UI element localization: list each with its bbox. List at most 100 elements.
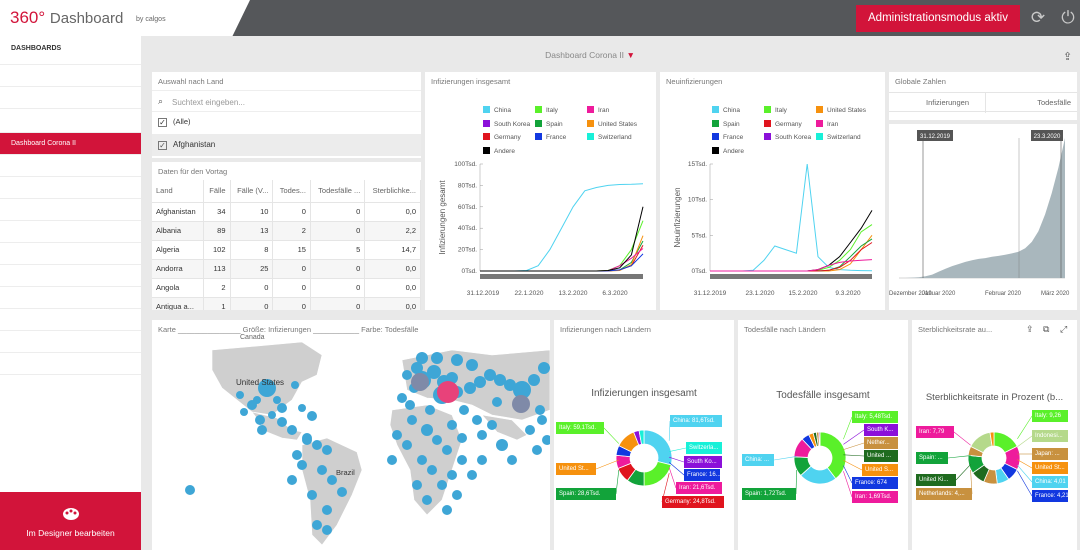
map-bubble-iran[interactable] [512,395,530,413]
map-bubble-italy[interactable] [437,381,459,403]
map-bubble[interactable] [257,425,267,435]
filter-icon[interactable]: ▼ [626,50,635,60]
series-line-united-states[interactable] [710,234,873,272]
map-bubble[interactable] [492,397,502,407]
table-row[interactable]: Andorra 113 25 0 0 0,0 [152,259,421,279]
sidebar-item[interactable] [0,108,141,130]
map-bubble[interactable] [307,490,317,500]
column-header[interactable]: Sterblichke... [364,180,421,203]
sidebar-item[interactable] [0,242,141,264]
map-bubble[interactable] [452,490,462,500]
area-series[interactable] [899,138,1065,278]
series-line-iran[interactable] [710,259,873,272]
map-bubble[interactable] [432,435,442,445]
series-line-italy[interactable] [710,224,873,272]
map-bubble[interactable] [425,405,435,415]
sidebar-item[interactable] [0,154,141,176]
maximize-icon[interactable]: ⤢ [1060,324,1068,334]
map-bubble[interactable] [291,381,299,389]
map-bubble[interactable] [528,374,540,386]
map-bubble[interactable] [312,440,322,450]
map-bubble[interactable] [402,370,412,380]
world-map[interactable] [152,320,550,550]
map-bubble[interactable] [407,415,417,425]
sidebar-item[interactable] [0,330,141,352]
export-icon[interactable]: ⇪ [1063,51,1073,63]
filter-item-all[interactable]: ✓ (Alle) [158,117,191,127]
map-bubble[interactable] [312,520,322,530]
map-bubble[interactable] [472,415,482,425]
map-bubble[interactable] [437,480,447,490]
sidebar-item[interactable] [0,220,141,242]
map-bubble[interactable] [411,373,429,391]
power-icon[interactable]: ⏻ [1061,8,1075,27]
country-search[interactable]: ⌕ Suchtext eingeben... [152,90,421,112]
map-bubble[interactable] [337,487,347,497]
map-bubble[interactable] [277,403,287,413]
column-header[interactable]: Todesfälle ... [310,180,366,203]
map-bubble[interactable] [442,445,452,455]
map-bubble[interactable] [542,435,550,445]
sidebar-item[interactable] [0,198,141,220]
series-line-china[interactable] [480,183,644,272]
sidebar-item[interactable] [0,308,141,330]
map-bubble[interactable] [538,362,550,374]
map-bubble[interactable] [322,445,332,455]
map-bubble[interactable] [273,396,281,404]
map-bubble[interactable] [487,420,497,430]
map-bubble[interactable] [322,505,332,515]
map-bubble[interactable] [416,352,428,364]
map-bubble[interactable] [317,465,327,475]
map-bubble[interactable] [466,359,478,371]
map-bubble[interactable] [532,445,542,455]
refresh-icon[interactable]: ⟳ [1030,8,1046,27]
sidebar-item[interactable] [0,86,141,108]
sidebar-item[interactable] [0,286,141,308]
sidebar-item[interactable] [0,176,141,198]
table-row[interactable]: Angola 2 0 0 0 0,0 [152,278,421,298]
map-bubble[interactable] [287,475,297,485]
map-bubble[interactable] [402,440,412,450]
checkbox-icon[interactable]: ✓ [158,141,167,150]
pie-slice-switzerland[interactable] [638,429,645,445]
map-bubble[interactable] [277,417,287,427]
map-bubble[interactable] [507,455,517,465]
map-bubble[interactable] [287,425,297,435]
sidebar-item[interactable] [0,374,141,396]
map-bubble[interactable] [513,381,531,399]
checkbox-icon[interactable]: ✓ [158,118,167,127]
sidebar-item[interactable] [0,352,141,374]
map-bubble[interactable] [446,372,458,384]
pie-slice-italy[interactable] [819,431,847,480]
map-bubble[interactable] [535,405,545,415]
series-line-germany[interactable] [480,245,644,272]
map-bubble[interactable] [467,470,477,480]
map-bubble[interactable] [442,505,452,515]
map-bubble[interactable] [327,475,337,485]
series-line-spain[interactable] [710,238,873,272]
sidebar-item-dashboard-corona-ii[interactable]: Dashboard Corona II [0,132,141,154]
map-bubble[interactable] [422,495,432,505]
map-bubble[interactable] [447,470,457,480]
map-bubble[interactable] [484,369,496,381]
map-bubble[interactable] [457,455,467,465]
sidebar-item[interactable] [0,64,141,86]
map-bubble[interactable] [397,393,407,403]
map-bubble[interactable] [477,430,487,440]
table-row[interactable]: Antigua a... 1 0 0 0 0,0 [152,297,421,310]
map-bubble[interactable] [431,352,443,364]
map-bubble[interactable] [322,525,332,535]
sidebar-item[interactable] [0,264,141,286]
map-bubble[interactable] [447,420,457,430]
map-bubble[interactable] [258,379,276,397]
map-bubble[interactable] [496,439,508,451]
map-bubble[interactable] [417,455,427,465]
map-bubble[interactable] [427,465,437,475]
map-bubble[interactable] [392,430,402,440]
map-bubble[interactable] [504,379,516,391]
column-header[interactable]: Fälle (V... [230,180,274,203]
map-bubble[interactable] [405,400,415,410]
map-bubble[interactable] [525,425,535,435]
series-line-andere[interactable] [480,206,644,272]
map-bubble[interactable] [464,382,476,394]
